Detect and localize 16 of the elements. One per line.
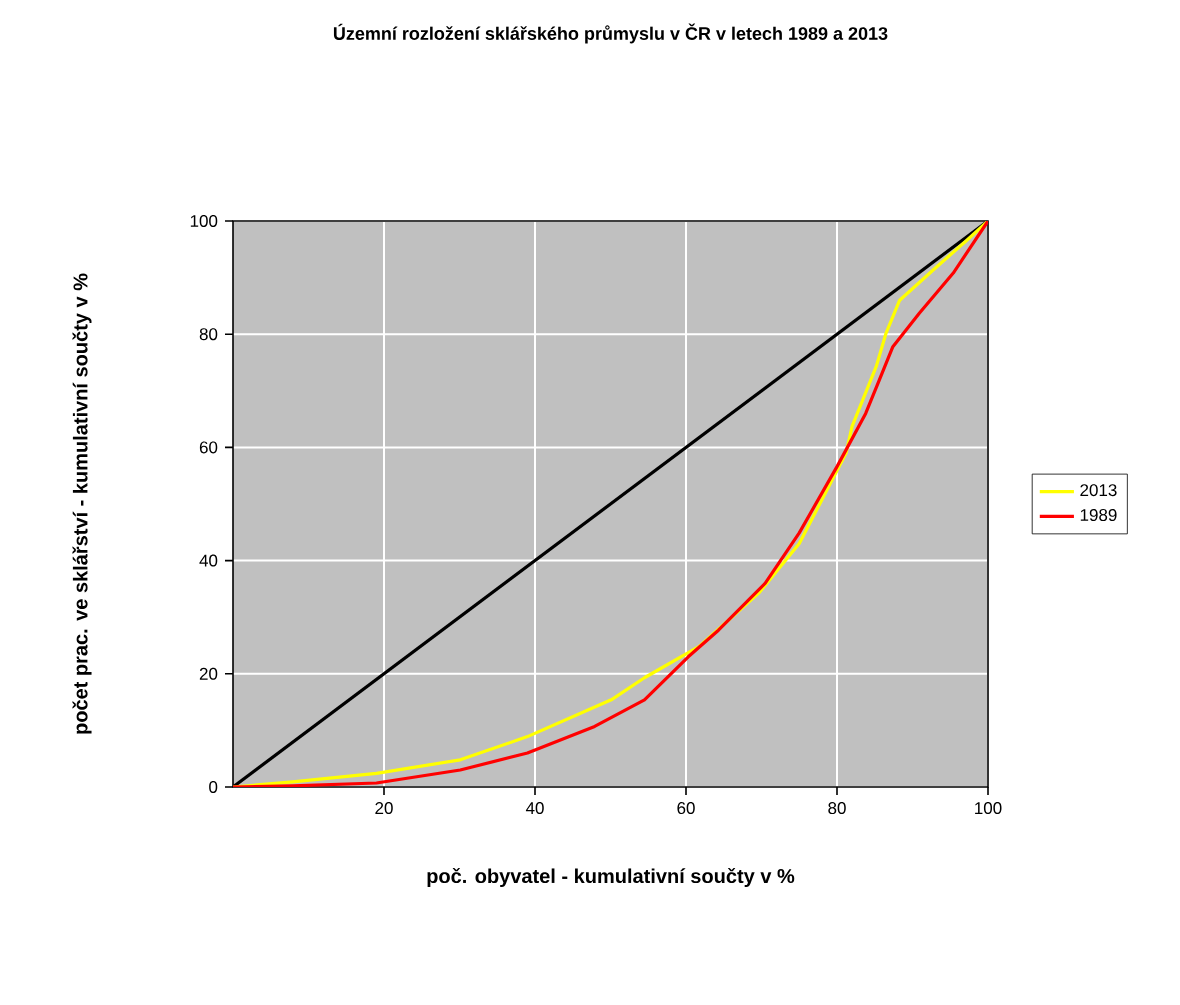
y-tick-label: 80 — [199, 328, 218, 341]
legend-label: 2013 — [1080, 484, 1117, 497]
x-tick-label: 100 — [975, 802, 1002, 815]
x-tick-label: 80 — [828, 802, 846, 815]
x-tick-label: 40 — [525, 802, 544, 815]
chart-title: Územní rozložení sklářského průmyslu v ČR v letech 1989 a 2013 — [333, 23, 888, 44]
y-tick-label: 60 — [199, 441, 218, 454]
y-tick-label: 100 — [190, 214, 218, 227]
x-axis-title: poč. obyvatel - kumulativní součty v % — [427, 868, 795, 888]
y-axis-title: počet prac. ve sklářství - kumulativní součty v % — [72, 273, 92, 734]
legend-label: 1989 — [1080, 509, 1117, 522]
x-tick-label: 60 — [677, 802, 695, 815]
y-tick-label: 0 — [209, 780, 218, 793]
y-tick-label: 40 — [199, 554, 218, 567]
y-tick-label: 20 — [199, 667, 218, 680]
x-tick-label: 20 — [375, 802, 393, 815]
